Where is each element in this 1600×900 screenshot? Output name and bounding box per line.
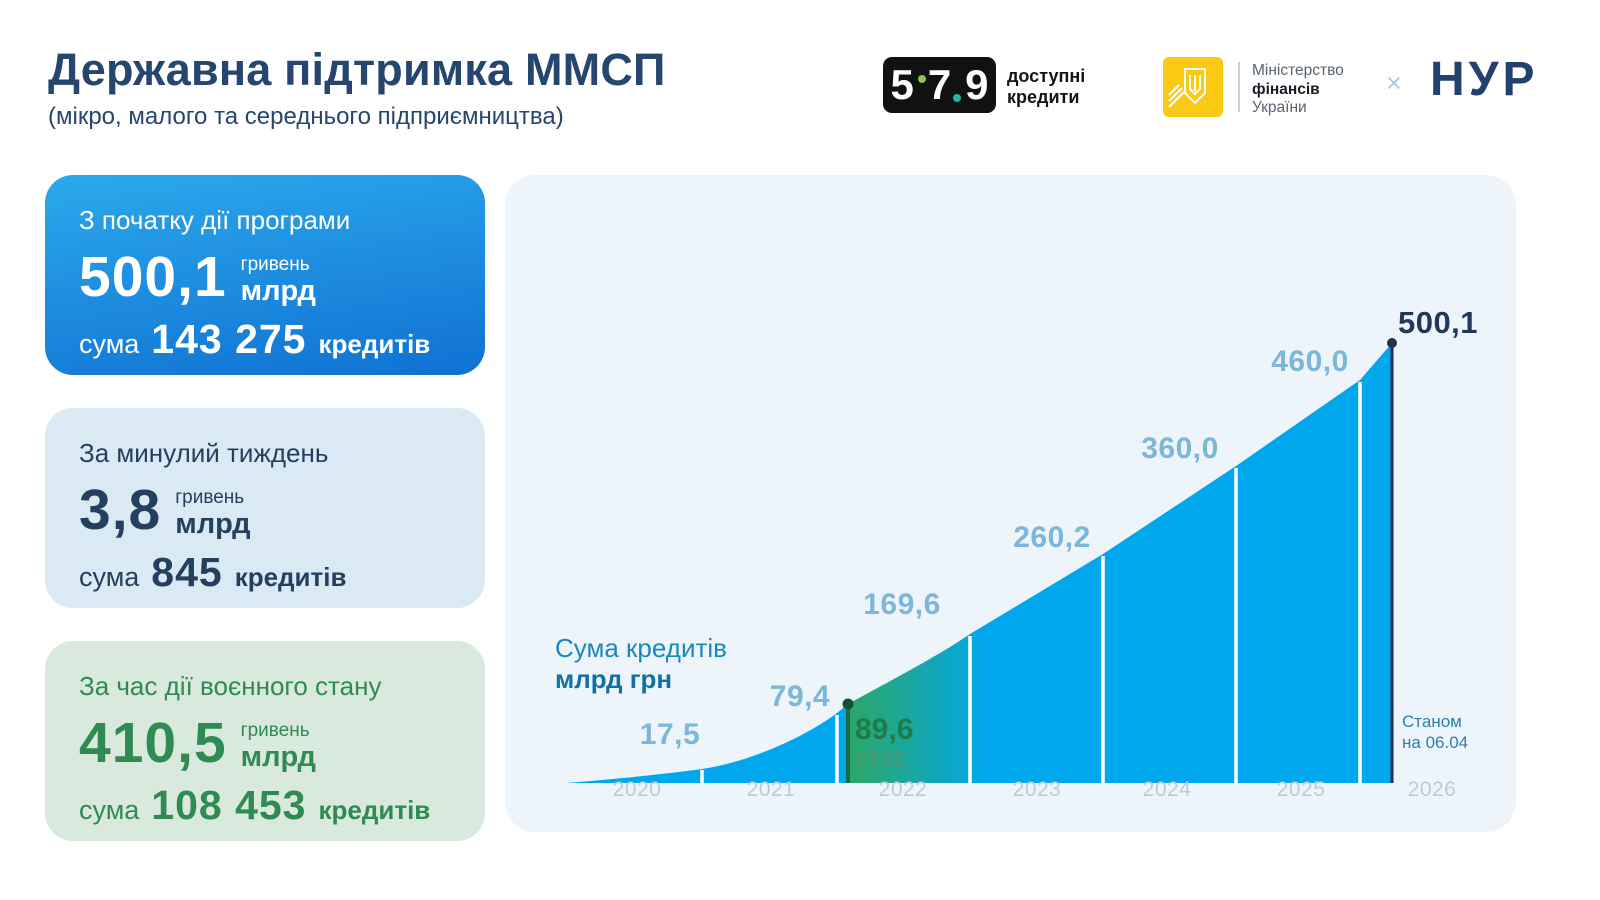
- x-axis-tick-2024: 2024: [1142, 778, 1192, 801]
- latest-marker-dot: [1387, 338, 1397, 348]
- x-axis-tick-2023: 2023: [1012, 778, 1062, 801]
- logo-579-digit-7: 7: [917, 61, 962, 109]
- card-amount-unit: гривень млрд: [175, 487, 251, 540]
- logo-579-icon: 5 7 9: [883, 57, 996, 113]
- value-label-2023: 260,2: [1013, 521, 1091, 554]
- value-label-2020: 17,5: [639, 718, 701, 751]
- year-divider-lines: [700, 382, 1362, 783]
- card-amount-row: 3,8 гривень млрд: [79, 481, 451, 539]
- card-amount-unit: гривень млрд: [240, 254, 316, 307]
- stat-card-program-total: З початку дії програми 500,1 гривень млр…: [45, 175, 485, 375]
- x-axis-tick-2020: 2020: [612, 778, 662, 801]
- x-axis-tick-2021: 2021: [746, 778, 796, 801]
- card-count-row: сума 845 кредитів: [79, 549, 347, 595]
- value-label-2025: 460,0: [1271, 345, 1349, 378]
- area-chart-canvas: [565, 338, 1397, 783]
- card-label: З початку дії програми: [79, 205, 351, 235]
- as-of-date-label: Станом на 06.04: [1402, 712, 1469, 752]
- ministry-of-finance-emblem-icon: [1163, 57, 1223, 117]
- ministry-of-finance-label: Міністерство фінансів України: [1252, 62, 1344, 116]
- page-subtitle: (мікро, малого та середнього підприємниц…: [48, 103, 564, 130]
- loans-area-chart: Сума кредитів млрд грн 17,5 79,4 89,6 23…: [505, 175, 1516, 832]
- x-axis-tick-2026: 2026: [1407, 778, 1457, 801]
- date-label-war-start: 23.02: [855, 748, 906, 770]
- value-label-latest: 500,1: [1397, 305, 1479, 340]
- card-amount-row: 410,5 гривень млрд: [79, 714, 451, 772]
- value-label-war-start: 89,6: [855, 713, 914, 746]
- value-label-2024: 360,0: [1141, 432, 1219, 465]
- cumulative-loans-area: [565, 343, 1392, 783]
- stat-card-martial-law: За час дії воєнного стану 410,5 гривень …: [45, 641, 485, 841]
- logo-divider: [1238, 62, 1240, 112]
- x-axis-tick-2025: 2025: [1276, 778, 1326, 801]
- card-count: 108 453: [151, 782, 307, 828]
- card-count-row: сума 143 275 кредитів: [79, 316, 431, 362]
- partner-logo-nur: НУР: [1430, 53, 1539, 106]
- value-label-2022: 169,6: [863, 588, 941, 621]
- cross-separator-icon: ×: [1386, 68, 1402, 98]
- card-label: За час дії воєнного стану: [79, 671, 382, 701]
- logo-579-label: доступні кредити: [1007, 66, 1086, 107]
- card-label: За минулий тиждень: [79, 438, 329, 468]
- card-count-row: сума 108 453 кредитів: [79, 782, 431, 828]
- value-label-2021: 79,4: [769, 680, 831, 713]
- stat-card-last-week: За минулий тиждень 3,8 гривень млрд сума…: [45, 408, 485, 608]
- x-axis-tick-2022: 2022: [878, 778, 928, 801]
- page-title: Державна підтримка ММСП: [48, 44, 666, 95]
- war-start-marker-dot: [842, 698, 854, 710]
- logo-579-digit-9: 9: [965, 61, 989, 108]
- logo-579-green-dot-icon: [917, 75, 926, 83]
- card-amount-unit: гривень млрд: [240, 720, 316, 773]
- card-count: 143 275: [151, 316, 307, 362]
- card-amount: 3,8: [79, 478, 162, 542]
- logo-579-teal-dot-icon: [953, 94, 962, 102]
- card-count: 845: [151, 549, 223, 595]
- card-amount: 500,1: [79, 245, 227, 309]
- card-amount-row: 500,1 гривень млрд: [79, 248, 451, 306]
- logo-579-digit-5: 5: [890, 61, 914, 108]
- card-amount: 410,5: [79, 711, 227, 775]
- chart-y-axis-title: Сума кредитів млрд грн: [555, 633, 727, 694]
